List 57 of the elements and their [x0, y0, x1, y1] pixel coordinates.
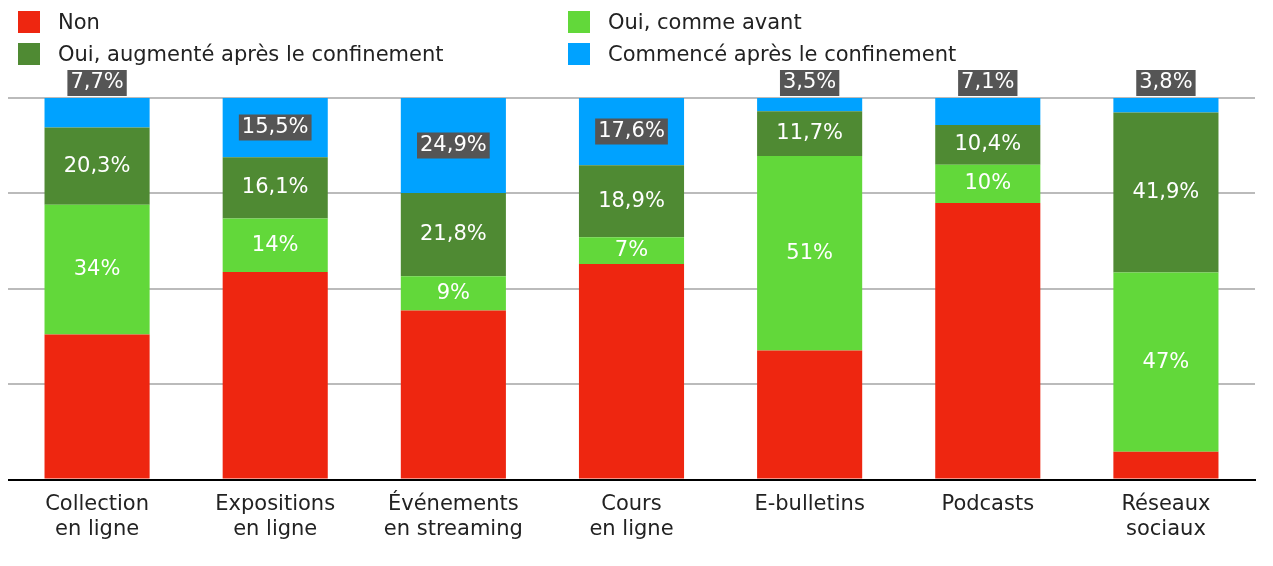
bar [578, 237, 685, 264]
data-label: 16,1% [241, 174, 309, 199]
x-tick-label: Réseaux sociaux [1121, 490, 1211, 540]
bar [935, 164, 1041, 203]
bar [757, 156, 863, 351]
data-label: 9% [436, 279, 471, 304]
bar [935, 125, 1041, 165]
bar [44, 204, 150, 335]
bar [400, 276, 506, 311]
x-tick-label: Expositions en ligne [215, 490, 336, 540]
legend-label: Oui, comme avant [608, 10, 802, 34]
bar [1113, 451, 1219, 479]
data-label: 20,3% [63, 152, 131, 177]
bar [757, 350, 863, 479]
x-tick-label: Collection en ligne [45, 490, 150, 540]
data-label: 17,6% [598, 118, 665, 143]
data-label: 7,1% [961, 69, 1015, 94]
bar [400, 310, 506, 479]
data-label: 14% [251, 231, 299, 256]
data-label: 41,9% [1132, 178, 1200, 203]
bar [44, 334, 150, 479]
data-label: 18,9% [598, 187, 665, 212]
legend-label: Oui, augmenté après le confinement [58, 42, 444, 66]
bar [935, 202, 1041, 479]
data-label: 51% [786, 239, 833, 264]
data-label: 21,8% [420, 221, 487, 246]
bar [44, 127, 150, 205]
bar [222, 218, 328, 273]
data-label: 15,5% [241, 114, 309, 139]
data-label: 11,7% [776, 120, 843, 145]
data-label: 24,9% [420, 131, 487, 156]
bar [578, 264, 685, 479]
data-label: 7,7% [70, 69, 124, 94]
x-tick-label: Cours en ligne [589, 490, 674, 540]
data-label: 3,8% [1139, 69, 1193, 94]
x-tick-label: E-bulletins [754, 490, 865, 515]
bar [400, 193, 506, 277]
data-label: 47% [1142, 348, 1190, 373]
bar [222, 272, 328, 479]
bar [222, 157, 328, 219]
bar [578, 165, 685, 238]
bar [757, 98, 863, 112]
legend-label: Commencé après le confinement [608, 42, 957, 66]
bar [1113, 112, 1219, 273]
x-tick-label: Événements en streaming [383, 489, 523, 540]
bar [757, 111, 863, 156]
data-label: 3,5% [782, 69, 837, 94]
bar [935, 98, 1041, 126]
bar [1113, 98, 1219, 113]
bar [44, 98, 150, 128]
bar [1113, 272, 1219, 452]
data-label: 10% [964, 170, 1012, 195]
x-tick-label: Podcasts [941, 490, 1035, 515]
data-label: 34% [73, 256, 121, 281]
data-label: 10,4% [954, 131, 1022, 156]
legend-label: Non [58, 10, 100, 34]
data-label: 7% [614, 237, 649, 262]
